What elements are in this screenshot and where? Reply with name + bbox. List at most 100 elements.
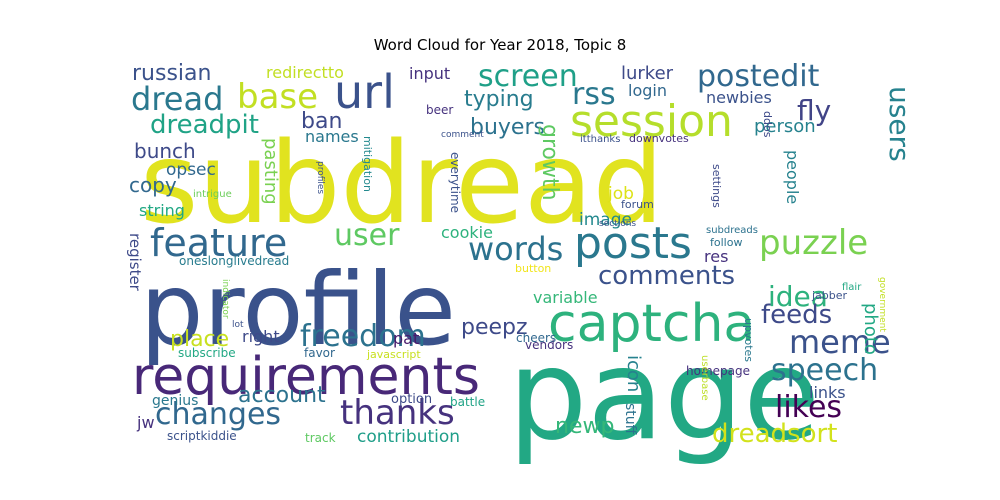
word-vendors: vendors — [525, 338, 573, 352]
word-meme: meme — [789, 323, 891, 361]
word-upvotes: upvotes — [742, 318, 755, 362]
word-variable: variable — [533, 288, 598, 307]
word-fly: fly — [797, 94, 831, 127]
word-freedom: freedom — [300, 319, 426, 354]
word-page: page — [508, 323, 820, 468]
word-posts: posts — [574, 218, 692, 269]
word-beer: beer — [426, 103, 453, 117]
word-account: account — [238, 383, 326, 408]
chart-title: Word Cloud for Year 2018, Topic 8 — [373, 36, 627, 54]
word-feature: feature — [150, 221, 287, 265]
word-jw: jw — [136, 413, 155, 432]
word-people: people — [783, 150, 802, 204]
word-scriptkiddie: scriptkiddie — [167, 429, 237, 443]
word-pat: pat — [393, 329, 419, 348]
word-lurker: lurker — [621, 63, 674, 84]
word-comment: comment — [441, 130, 484, 140]
word-users: users — [883, 86, 916, 162]
word-subdread: subdread — [140, 119, 664, 249]
word-comments: comments — [598, 261, 735, 291]
word-sections: sections — [599, 219, 636, 229]
word-thanks: thanks — [340, 393, 455, 433]
word-cookie: cookie — [441, 223, 493, 242]
word-idea: idea — [768, 280, 828, 313]
word-dread: dread — [131, 80, 223, 118]
word-everytime: everytime — [448, 152, 462, 213]
word-button: button — [515, 262, 551, 275]
word-words: words — [468, 230, 563, 268]
word-rss: rss — [572, 77, 616, 112]
word-follow: follow — [710, 236, 742, 249]
word-userbase: userbase — [699, 355, 710, 401]
word-input: input — [409, 64, 450, 83]
word-pasting: pasting — [260, 138, 281, 205]
word-screen: screen — [478, 59, 578, 94]
word-jabber: jabber — [811, 289, 848, 302]
word-base: base — [237, 77, 318, 117]
word-buyers: buyers — [470, 115, 545, 140]
word-res: res — [704, 247, 728, 266]
word-person: person — [754, 116, 816, 137]
word-url: url — [334, 65, 395, 119]
word-flair: flair — [842, 282, 862, 293]
word-peepz: peepz — [461, 315, 528, 340]
word-string: string — [139, 201, 185, 220]
word-requirements: requirements — [132, 347, 480, 407]
word-forum: forum — [621, 198, 654, 211]
word-profile: profile — [140, 251, 456, 368]
word-photo: photo — [860, 303, 881, 355]
word-likes: likes — [775, 390, 842, 425]
word-government: government — [877, 277, 887, 332]
word-image: image — [579, 210, 632, 230]
word-growth: growth — [537, 124, 562, 201]
word-indicator: indicator — [220, 279, 230, 319]
word-subscribe: subscribe — [178, 346, 236, 360]
word-genius: genius — [152, 393, 198, 409]
word-icon: icon — [623, 355, 644, 392]
word-newbies: newbies — [706, 88, 772, 107]
word-puzzle: puzzle — [759, 223, 868, 263]
word-cheers: cheers — [516, 331, 556, 345]
word-favor: favor — [304, 346, 335, 360]
word-feeds: feeds — [761, 300, 832, 330]
word-stuff: stuff — [622, 403, 638, 435]
word-speech: speech — [771, 353, 878, 388]
word-links: links — [809, 383, 846, 402]
word-user: user — [334, 218, 400, 253]
word-mitigation: mitigation — [361, 136, 374, 192]
word-right: right — [242, 327, 280, 346]
word-newp: newp — [555, 414, 614, 439]
word-lot: lot — [232, 320, 244, 330]
word-intrigue: intrigue — [193, 189, 232, 200]
word-javascript: javascript — [366, 348, 421, 361]
word-downvotes: downvotes — [629, 132, 689, 145]
word-ban: ban — [301, 109, 342, 134]
word-captcha: captcha — [548, 294, 755, 354]
word-changes: changes — [155, 397, 281, 432]
word-bunch: bunch — [134, 139, 196, 163]
word-redirectto: redirectto — [266, 63, 344, 82]
word-oneslonglivedread: oneslonglivedread — [179, 254, 289, 268]
word-session: session — [570, 96, 733, 147]
word-contribution: contribution — [357, 427, 460, 447]
word-register: register — [126, 233, 144, 292]
word-job: job — [607, 184, 634, 204]
word-settings: settings — [710, 164, 723, 208]
word-copy: copy — [129, 173, 177, 197]
word-names: names — [305, 127, 359, 146]
word-dreadsort: dreadsort — [712, 419, 837, 449]
word-itthanks: itthanks — [580, 134, 620, 145]
word-russian: russian — [132, 61, 211, 86]
word-place: place — [170, 327, 229, 352]
word-profiles: profiles — [315, 161, 325, 194]
word-battle: battle — [450, 395, 485, 409]
word-dreadpit: dreadpit — [150, 110, 259, 140]
word-track: track — [305, 431, 336, 445]
word-opsec: opsec — [166, 160, 216, 180]
word-typing: typing — [464, 87, 534, 112]
word-option: option — [391, 392, 432, 407]
word-ddos: ddos — [761, 111, 774, 138]
word-subdreads: subdreads — [706, 225, 758, 236]
word-postedit: postedit — [697, 59, 820, 94]
